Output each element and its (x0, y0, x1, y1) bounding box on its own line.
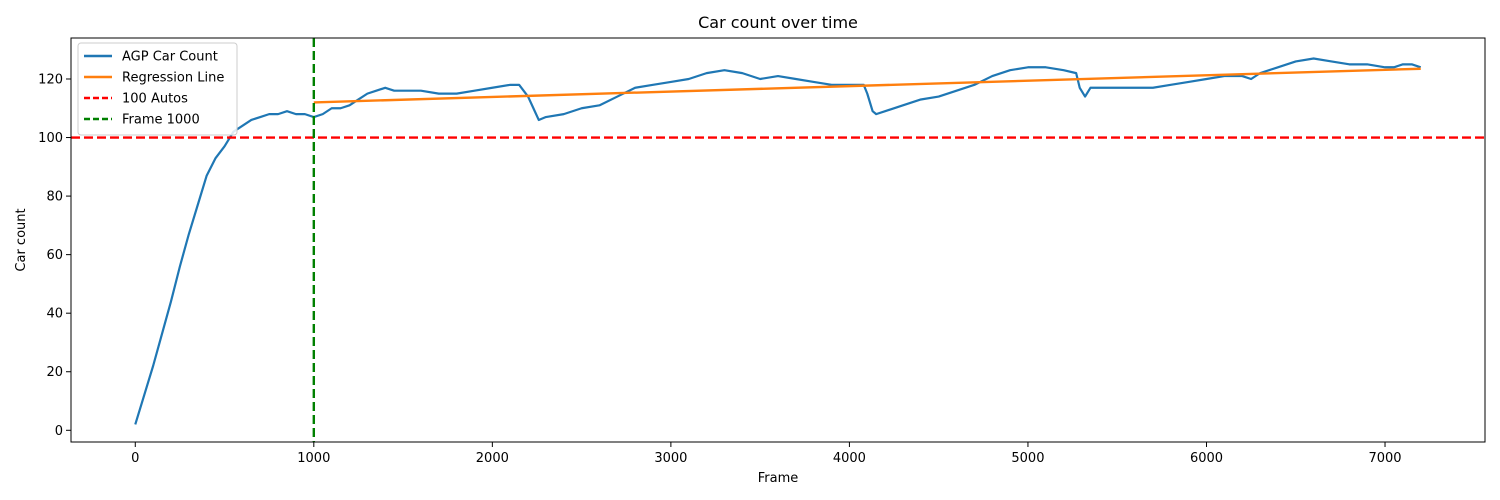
x-axis: 0 1000 2000 3000 4000 5000 6000 7000 (131, 442, 1402, 466)
legend-entry-label: Frame 1000 (122, 113, 200, 128)
x-tick-label: 1000 (297, 451, 330, 466)
y-axis-label: Car count (14, 208, 29, 271)
x-tick-label: 0 (131, 451, 139, 466)
x-axis-label: Frame (758, 471, 799, 486)
legend-box (77, 42, 238, 136)
y-tick-label: 100 (38, 131, 63, 146)
legend: AGP Car Count Regression Line 100 Autos Fra… (77, 42, 238, 136)
y-tick-label: 80 (46, 190, 63, 205)
y-tick-label: 60 (46, 248, 63, 263)
series-line-0 (134, 57, 1422, 425)
x-tick-label: 5000 (1011, 451, 1044, 466)
x-tick-label: 6000 (1190, 451, 1223, 466)
x-tick-label: 7000 (1368, 451, 1401, 466)
legend-entry-label: Regression Line (122, 71, 224, 86)
legend-entry-label: AGP Car Count (122, 50, 218, 65)
plot-content (71, 38, 1485, 442)
x-tick-label: 4000 (833, 451, 866, 466)
y-tick-label: 40 (46, 307, 63, 322)
y-axis: 0 20 40 60 80 100 120 (38, 72, 71, 439)
plot-frame (70, 37, 1486, 443)
y-tick-label: 20 (46, 365, 63, 380)
plot-area (70, 37, 1486, 443)
legend-entry-label: 100 Autos (122, 92, 188, 107)
series-line-1 (313, 67, 1421, 104)
y-tick-label: 120 (38, 72, 63, 87)
x-tick-label: 3000 (654, 451, 687, 466)
y-tick-label: 0 (55, 424, 63, 439)
chart-title: Car count over time (698, 13, 858, 32)
x-tick-label: 2000 (476, 451, 509, 466)
